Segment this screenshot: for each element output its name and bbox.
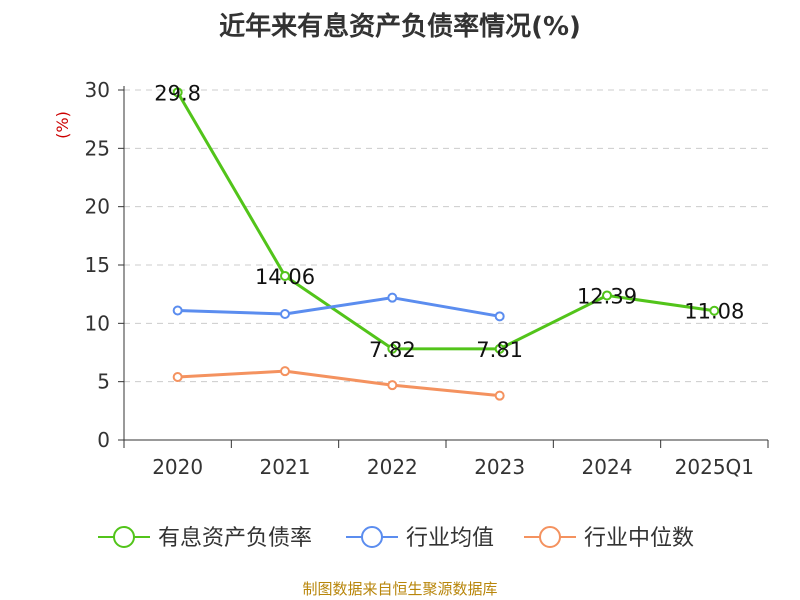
y-axis-label: (%)	[53, 111, 72, 139]
chart-title: 近年来有息资产负债率情况(%)	[219, 12, 581, 42]
series-line-1	[176, 91, 715, 351]
data-label: 7.82	[369, 338, 416, 362]
legend-label: 有息资产负债率	[158, 526, 312, 551]
x-tick-label: 2022	[367, 455, 418, 479]
x-tick-label: 2023	[474, 455, 525, 479]
data-point-2	[280, 309, 290, 319]
x-tick-label: 2024	[582, 455, 633, 479]
data-label: 14.06	[255, 265, 315, 289]
series-line-3	[177, 369, 500, 398]
y-tick-label: 0	[97, 428, 110, 452]
y-tick-label: 20	[85, 195, 110, 219]
data-point-1	[602, 290, 612, 301]
legend-marker	[113, 526, 135, 548]
y-tick-label: 30	[85, 78, 110, 102]
data-point-3	[280, 366, 290, 377]
x-tick-label: 2025Q1	[675, 455, 754, 479]
data-point-1	[172, 87, 183, 98]
data-point-2	[387, 292, 398, 303]
series-line-2	[177, 296, 500, 318]
data-point-1	[494, 343, 505, 354]
y-tick-label: 15	[85, 253, 110, 277]
data-point-3	[494, 390, 505, 401]
legend-label: 行业均值	[406, 526, 494, 551]
data-point-1	[387, 343, 398, 354]
x-tick-label: 2020	[152, 455, 203, 479]
data-label: 12.39	[577, 284, 637, 308]
y-tick-label: 5	[97, 370, 110, 394]
legend-marker	[361, 526, 383, 548]
data-point-2	[172, 305, 183, 316]
data-label: 11.08	[684, 300, 744, 324]
legend-label: 行业中位数	[584, 526, 694, 551]
data-point-3	[172, 372, 183, 382]
y-tick-label: 25	[85, 136, 110, 160]
data-source-note: 制图数据来自恒生聚源数据库	[302, 580, 498, 598]
x-tick-label: 2021	[260, 455, 311, 479]
data-label: 7.81	[476, 338, 523, 362]
data-point-1	[709, 305, 720, 316]
legend-marker	[539, 526, 561, 548]
data-point-2	[494, 311, 505, 322]
data-point-1	[280, 270, 290, 281]
y-tick-label: 10	[85, 311, 110, 335]
data-point-3	[387, 380, 398, 391]
data-label: 29.8	[154, 81, 201, 105]
